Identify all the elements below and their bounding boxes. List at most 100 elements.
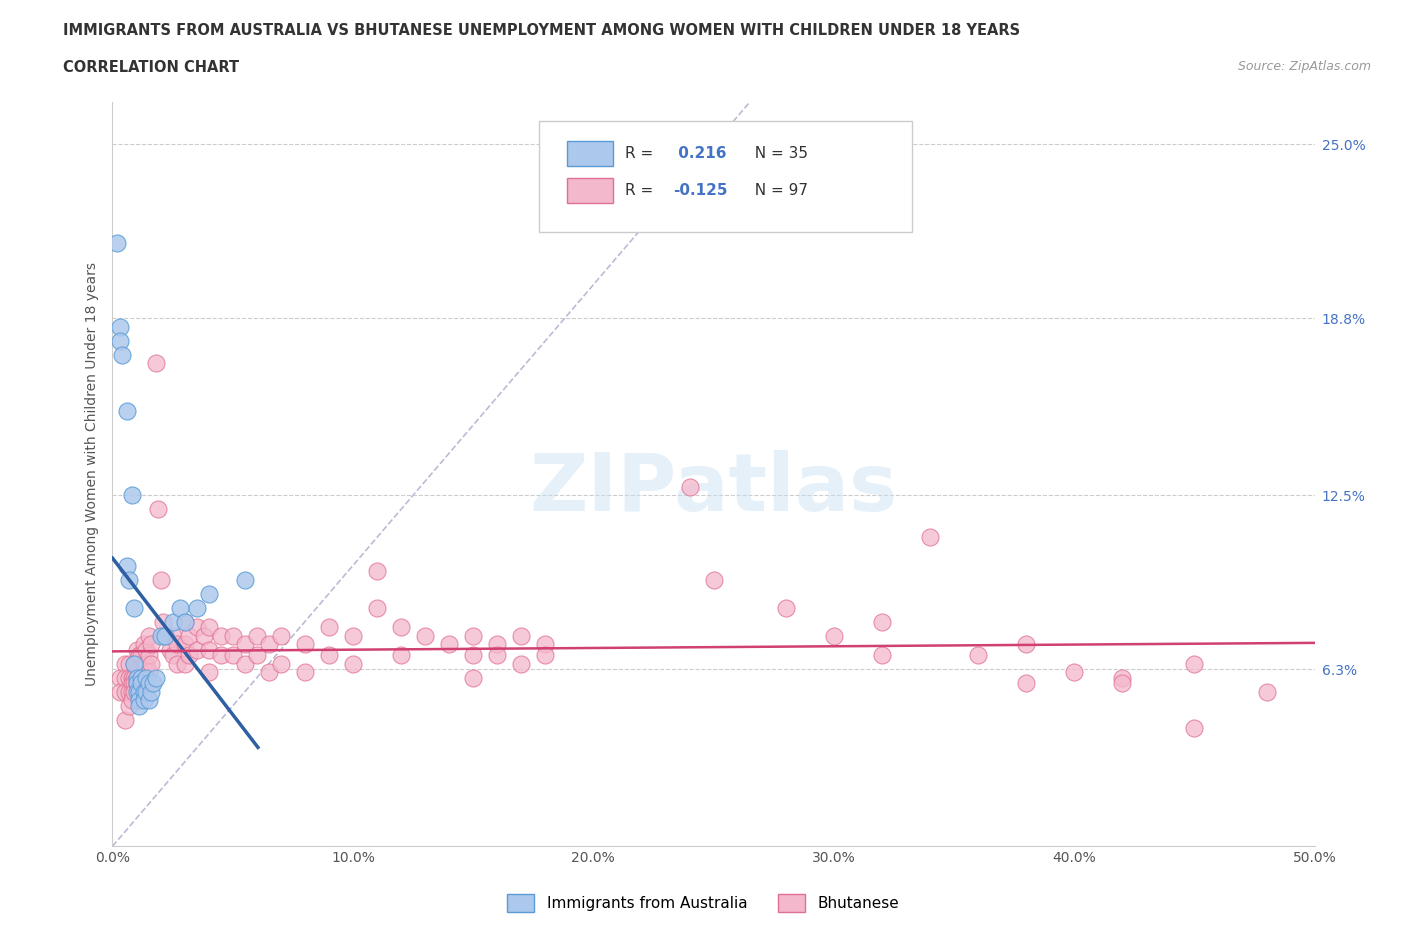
Point bbox=[197, 643, 219, 658]
Point bbox=[186, 600, 208, 615]
Point bbox=[131, 665, 153, 680]
Y-axis label: Unemployment Among Women with Children Under 18 years: Unemployment Among Women with Children U… bbox=[86, 262, 100, 686]
Point bbox=[197, 586, 219, 601]
Point bbox=[270, 629, 292, 644]
Point bbox=[135, 657, 157, 671]
Point bbox=[486, 637, 509, 652]
Point bbox=[122, 671, 145, 685]
Point bbox=[233, 637, 256, 652]
Point bbox=[461, 671, 484, 685]
Point bbox=[155, 629, 177, 644]
Point bbox=[159, 643, 181, 658]
Point bbox=[138, 648, 160, 663]
Point bbox=[131, 648, 153, 663]
Point bbox=[105, 235, 128, 250]
Point bbox=[125, 643, 148, 658]
Point bbox=[678, 480, 700, 495]
Legend: Immigrants from Australia, Bhutanese: Immigrants from Australia, Bhutanese bbox=[501, 888, 905, 918]
Point bbox=[967, 648, 990, 663]
Point bbox=[162, 629, 184, 644]
Point bbox=[461, 648, 484, 663]
Point bbox=[197, 620, 219, 635]
Point bbox=[1015, 676, 1038, 691]
Point bbox=[257, 665, 280, 680]
Point bbox=[138, 676, 160, 691]
Point bbox=[1184, 721, 1206, 736]
Point bbox=[125, 676, 148, 691]
Point bbox=[294, 637, 316, 652]
Point bbox=[125, 676, 148, 691]
Point bbox=[162, 614, 184, 629]
Text: N = 35: N = 35 bbox=[745, 146, 808, 161]
Point bbox=[1063, 665, 1085, 680]
Point bbox=[128, 676, 150, 691]
Point bbox=[138, 629, 160, 644]
Text: R =: R = bbox=[624, 146, 658, 161]
Point bbox=[128, 698, 150, 713]
Point bbox=[173, 637, 195, 652]
Point bbox=[510, 657, 533, 671]
Point bbox=[139, 684, 162, 699]
Point bbox=[257, 637, 280, 652]
Point bbox=[139, 657, 162, 671]
Point bbox=[366, 600, 388, 615]
Point bbox=[149, 629, 172, 644]
Point bbox=[138, 693, 160, 708]
Point bbox=[135, 671, 157, 685]
Point bbox=[342, 657, 364, 671]
Point bbox=[132, 671, 155, 685]
Point bbox=[246, 648, 269, 663]
Point bbox=[222, 629, 245, 644]
Point bbox=[132, 657, 155, 671]
Text: IMMIGRANTS FROM AUSTRALIA VS BHUTANESE UNEMPLOYMENT AMONG WOMEN WITH CHILDREN UN: IMMIGRANTS FROM AUSTRALIA VS BHUTANESE U… bbox=[63, 23, 1021, 38]
Point bbox=[246, 629, 269, 644]
Point bbox=[179, 629, 201, 644]
Point bbox=[149, 572, 172, 587]
Point bbox=[918, 530, 941, 545]
Point bbox=[169, 600, 191, 615]
Point bbox=[186, 643, 208, 658]
Point bbox=[139, 637, 162, 652]
Point bbox=[111, 348, 134, 363]
Point bbox=[132, 684, 155, 699]
Point bbox=[142, 676, 165, 691]
Point bbox=[108, 671, 131, 685]
Point bbox=[233, 572, 256, 587]
Point bbox=[128, 684, 150, 699]
Point bbox=[108, 684, 131, 699]
Point bbox=[413, 629, 436, 644]
Point bbox=[152, 614, 174, 629]
Point bbox=[115, 404, 138, 418]
Point bbox=[270, 657, 292, 671]
Point bbox=[1015, 637, 1038, 652]
Point bbox=[115, 558, 138, 573]
Point bbox=[1111, 676, 1133, 691]
Point bbox=[122, 600, 145, 615]
Point bbox=[131, 676, 153, 691]
Point bbox=[166, 637, 188, 652]
Point bbox=[128, 662, 150, 677]
Text: 0.216: 0.216 bbox=[672, 146, 725, 161]
Point bbox=[437, 637, 460, 652]
Bar bbox=[567, 179, 613, 203]
Point bbox=[121, 693, 143, 708]
Point bbox=[294, 665, 316, 680]
Point bbox=[342, 629, 364, 644]
Point bbox=[114, 684, 136, 699]
Point bbox=[114, 657, 136, 671]
Point bbox=[870, 648, 893, 663]
Point bbox=[132, 637, 155, 652]
Point bbox=[125, 657, 148, 671]
Point bbox=[823, 629, 845, 644]
Point bbox=[125, 684, 148, 699]
Point bbox=[702, 572, 725, 587]
Point bbox=[318, 648, 340, 663]
Point bbox=[233, 657, 256, 671]
Point bbox=[108, 334, 131, 349]
Point bbox=[145, 671, 167, 685]
Point bbox=[173, 614, 195, 629]
Point bbox=[146, 502, 169, 517]
Point bbox=[132, 693, 155, 708]
Point bbox=[461, 629, 484, 644]
Point bbox=[1184, 657, 1206, 671]
